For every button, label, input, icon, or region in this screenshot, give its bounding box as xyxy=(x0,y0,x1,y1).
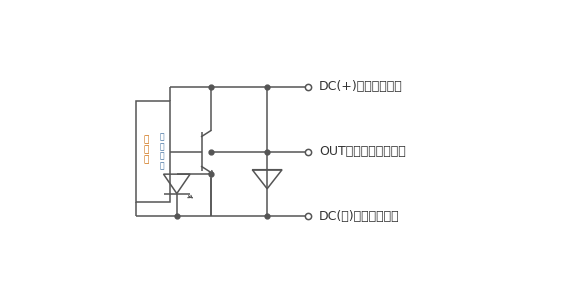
Text: 主
回
路: 主 回 路 xyxy=(143,135,149,164)
Bar xyxy=(136,101,170,202)
Text: DC(－)青色リード線: DC(－)青色リード線 xyxy=(319,210,400,223)
Text: OUT　　黒色リード線: OUT 黒色リード線 xyxy=(319,145,406,158)
Text: ス
イ
ッ
チ: ス イ ッ チ xyxy=(159,132,164,170)
Text: DC(+)茶色リード線: DC(+)茶色リード線 xyxy=(319,80,403,93)
